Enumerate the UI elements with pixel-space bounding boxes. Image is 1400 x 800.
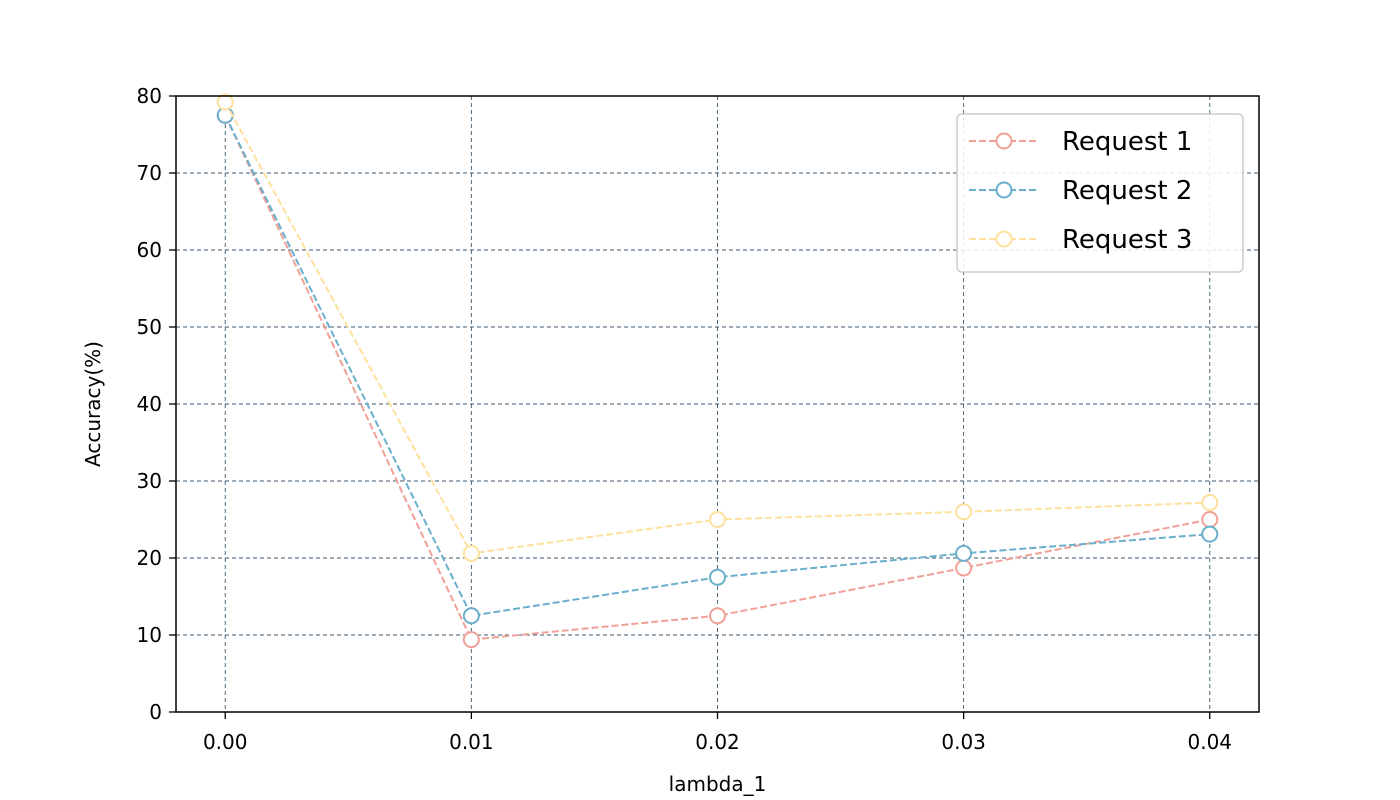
data-point [955, 544, 973, 562]
series-1 [216, 106, 1219, 649]
data-point [709, 607, 726, 625]
x-axis: 0.00 0.01 0.02 0.03 0.04 [203, 712, 1232, 754]
y-tick-label: 80 [137, 84, 162, 108]
x-axis-label: lambda_1 [669, 772, 767, 796]
legend: Request 1 Request 2 Request 3 [956, 113, 1244, 273]
legend-box [956, 113, 1244, 273]
x-tick-label: 0.01 [449, 730, 494, 754]
legend-label: Request 3 [1062, 225, 1192, 255]
x-tick-label: 0.00 [203, 730, 248, 754]
legend-marker [995, 181, 1013, 199]
y-tick-label: 70 [137, 161, 162, 185]
data-point [1201, 511, 1219, 528]
x-tick-label: 0.03 [941, 730, 986, 754]
data-point [955, 503, 973, 521]
data-point [709, 568, 726, 586]
y-tick-label: 10 [137, 623, 162, 647]
legend-label: Request 2 [1062, 176, 1192, 206]
series-layer [216, 93, 1219, 649]
data-point [462, 607, 480, 625]
data-point [1201, 494, 1219, 512]
legend-item: Request 2 [969, 176, 1192, 206]
y-tick-label: 20 [137, 546, 162, 570]
data-point [462, 631, 480, 649]
y-tick-label: 40 [137, 392, 162, 416]
data-point [462, 544, 480, 562]
y-tick-label: 30 [137, 469, 162, 493]
data-point [1201, 525, 1219, 543]
y-tick-label: 50 [137, 315, 162, 339]
legend-item: Request 1 [969, 127, 1192, 157]
y-axis: 0 10 20 30 40 50 60 70 80 [137, 84, 176, 724]
legend-marker [995, 230, 1013, 248]
y-tick-label: 0 [149, 700, 162, 724]
x-tick-label: 0.04 [1188, 730, 1233, 754]
data-point [216, 93, 234, 111]
y-axis-label: Accuracy(%) [81, 341, 105, 467]
legend-item: Request 3 [969, 225, 1192, 255]
legend-label: Request 1 [1062, 127, 1192, 157]
data-point [709, 511, 726, 528]
data-point [955, 559, 973, 577]
y-tick-label: 60 [137, 238, 162, 262]
series-2 [216, 106, 1219, 625]
legend-marker [995, 132, 1013, 150]
series-3 [216, 93, 1219, 562]
x-tick-label: 0.02 [695, 730, 740, 754]
